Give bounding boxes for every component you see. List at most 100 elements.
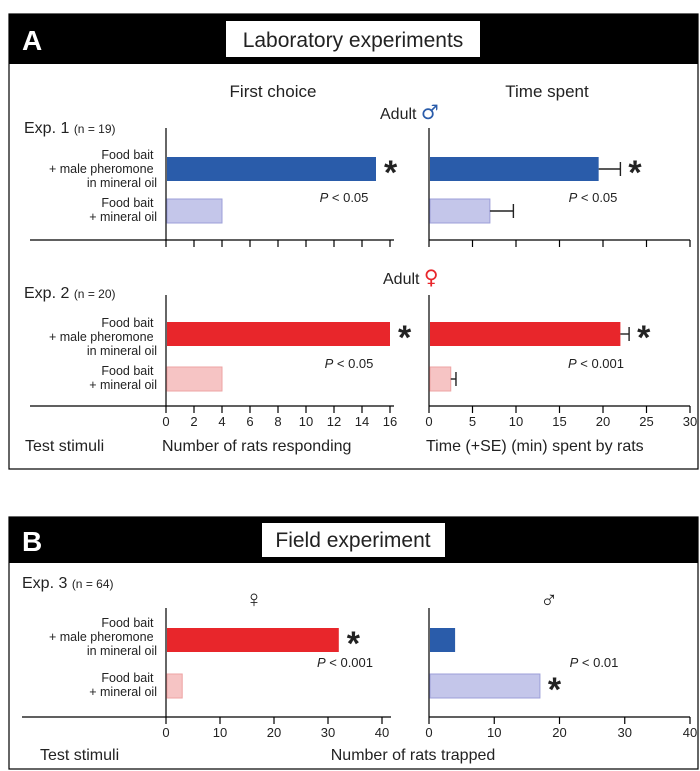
panel-b-title: Field experiment	[275, 529, 430, 552]
stimulus-line: + male pheromone	[49, 630, 154, 644]
tick-label: 20	[552, 725, 566, 740]
exp3-name: Exp. 3	[22, 575, 67, 592]
stimulus-line: Food bait	[101, 148, 154, 162]
tick-label: 8	[274, 414, 281, 429]
bar	[167, 322, 390, 346]
stimulus-line: Food bait	[101, 364, 154, 378]
tick-label: 10	[299, 414, 313, 429]
exp1-first-choice-bars: *	[166, 154, 398, 224]
bar	[429, 366, 452, 392]
tick-label: 12	[327, 414, 341, 429]
tick-label: 0	[425, 725, 432, 740]
panel-b-axis-label: Number of rats trapped	[331, 747, 496, 764]
exp1-sex-label: Adult ♂	[380, 100, 439, 124]
bar	[167, 157, 376, 181]
exp2-left-ticks: 0 2 4 6 8 10 12 14 16	[162, 406, 397, 429]
bar	[166, 366, 223, 392]
exp2-right-ticks: 0 5 10 15 20 25 30	[425, 406, 697, 429]
exp1-left-ticks	[165, 240, 391, 247]
stimulus-line: + mineral oil	[89, 210, 157, 224]
exp1-stimulus-1: Food bait + male pheromone in mineral oi…	[49, 148, 157, 190]
exp1-left-pvalue: P < 0.05	[320, 190, 369, 205]
tick-label: 2	[190, 414, 197, 429]
significance-star: *	[548, 671, 562, 709]
exp1-time-spent-bars: *	[429, 154, 642, 224]
panel-a-stimuli-label: Test stimuli	[25, 438, 104, 455]
stimulus-line: in mineral oil	[87, 644, 157, 658]
bar	[429, 198, 491, 224]
tick-label: 4	[218, 414, 225, 429]
exp2-left-pvalue: P < 0.05	[325, 356, 374, 371]
panel-a-frame	[8, 13, 699, 470]
panel-a-title-box	[226, 21, 480, 57]
tick-label: 10	[487, 725, 501, 740]
exp3-left-pvalue-text: < 0.001	[329, 655, 373, 670]
significance-star: *	[384, 154, 398, 192]
exp1-label: Exp. 1 (n = 19)	[24, 120, 116, 137]
tick-label: 30	[618, 725, 632, 740]
exp3-right-pvalue: P < 0.01	[570, 655, 619, 670]
exp2-n: (n = 20)	[74, 287, 116, 301]
panel-a-title: Laboratory experiments	[243, 29, 464, 52]
significance-star: *	[398, 319, 412, 357]
exp2-left-pvalue-text: < 0.05	[337, 356, 374, 371]
tick-label: 0	[162, 725, 169, 740]
panel-b-letter: B	[22, 526, 42, 557]
exp3-stimulus-1: Food bait + male pheromone in mineral oi…	[49, 616, 157, 658]
panel-a-right-axis-label: Time (+SE) (min) spent by rats	[426, 438, 644, 455]
exp2-stimulus-1: Food bait + male pheromone in mineral oi…	[49, 316, 157, 358]
exp3-label: Exp. 3 (n = 64)	[22, 575, 114, 592]
tick-label: 0	[162, 414, 169, 429]
tick-label: 16	[383, 414, 397, 429]
exp2-sex-label: Adult ♀	[383, 265, 439, 289]
tick-label: 6	[246, 414, 253, 429]
tick-label: 20	[267, 725, 281, 740]
exp1-right-pvalue-text: < 0.05	[581, 190, 618, 205]
exp1-right-ticks	[428, 240, 691, 247]
exp1-right-pvalue: P < 0.05	[569, 190, 618, 205]
stimulus-line: + mineral oil	[89, 378, 157, 392]
stimulus-line: Food bait	[101, 616, 154, 630]
stimulus-line: + mineral oil	[89, 685, 157, 699]
exp1-sex-text: Adult	[380, 106, 417, 123]
tick-label: 15	[552, 414, 566, 429]
exp2-time-spent-bars: *	[429, 319, 651, 392]
tick-label: 25	[639, 414, 653, 429]
stimulus-line: + male pheromone	[49, 330, 154, 344]
panel-a-letter: A	[22, 25, 42, 56]
bar	[166, 198, 223, 224]
exp1-stimulus-2: Food bait + mineral oil	[89, 196, 157, 224]
panel-b: B Field experiment Exp. 3 (n = 64) ♀ ♂ F…	[8, 516, 699, 770]
exp3-stimulus-2: Food bait + mineral oil	[89, 671, 157, 699]
tick-label: 30	[321, 725, 335, 740]
tick-label: 10	[213, 725, 227, 740]
male-icon: ♂	[540, 587, 558, 614]
tick-label: 14	[355, 414, 369, 429]
exp2-stimulus-2: Food bait + mineral oil	[89, 364, 157, 392]
column-title-first-choice: First choice	[230, 82, 317, 101]
exp1-left-pvalue-text: < 0.05	[332, 190, 369, 205]
panel-b-stimuli-label: Test stimuli	[40, 747, 119, 764]
significance-star: *	[628, 154, 642, 192]
exp2-right-pvalue: P < 0.001	[568, 356, 624, 371]
panel-b-title-box	[262, 523, 445, 557]
stimulus-line: Food bait	[101, 316, 154, 330]
exp1-n: (n = 19)	[74, 122, 116, 136]
column-title-time-spent: Time spent	[505, 82, 589, 101]
tick-label: 0	[425, 414, 432, 429]
significance-star: *	[347, 625, 361, 663]
bar	[430, 628, 456, 652]
exp1-name: Exp. 1	[24, 120, 69, 137]
bar	[430, 157, 599, 181]
panel-a-left-axis-label: Number of rats responding	[162, 438, 351, 455]
bar	[429, 673, 541, 699]
stimulus-line: in mineral oil	[87, 344, 157, 358]
female-icon: ♀	[424, 265, 439, 289]
exp3-left-pvalue: P < 0.001	[317, 655, 373, 670]
male-icon: ♂	[421, 100, 439, 124]
significance-star: *	[637, 319, 651, 357]
bar	[430, 322, 621, 346]
tick-label: 10	[509, 414, 523, 429]
bar	[167, 628, 339, 652]
